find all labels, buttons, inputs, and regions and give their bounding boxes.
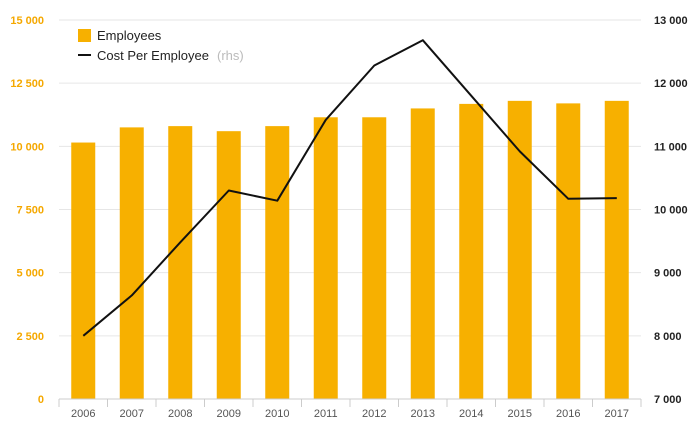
gridlines	[59, 19, 641, 337]
left-tick-label: 12 500	[10, 78, 44, 90]
x-tick-label: 2011	[314, 408, 338, 420]
legend-label-cost-name: Cost Per Employee	[97, 48, 209, 63]
left-tick-label: 2 500	[16, 331, 44, 343]
bar-2012	[362, 117, 387, 399]
legend-label-cost-suffix: (rhs)	[217, 48, 244, 63]
x-tick-label: 2017	[605, 408, 629, 420]
left-tick-label: 10 000	[10, 141, 44, 153]
x-tick-label: 2008	[168, 408, 192, 420]
bar-2014	[459, 103, 484, 400]
x-tick-label: 2016	[556, 408, 580, 420]
bar-2006	[71, 142, 96, 399]
right-tick-label: 9 000	[654, 268, 682, 280]
x-tick-label: 2015	[508, 408, 532, 420]
bar-2008	[168, 126, 193, 400]
x-tick-label: 2006	[71, 408, 95, 420]
legend-label-cost: Cost Per Employee (rhs)	[97, 47, 244, 64]
x-tick-label: 2009	[217, 408, 241, 420]
left-tick-label: 0	[38, 394, 44, 406]
x-tick-label: 2012	[362, 408, 386, 420]
legend-swatch-employees	[78, 29, 91, 42]
cost-per-employee-path	[82, 39, 617, 337]
right-tick-label: 10 000	[654, 205, 688, 217]
bar-2013	[410, 108, 435, 399]
employees-bars	[71, 100, 629, 400]
x-tick-label: 2007	[120, 408, 144, 420]
right-axis-ticks: 7 000 8 000 9 000 10 000 11 000 12 000 13 000	[654, 15, 688, 406]
legend: Employees Cost Per Employee (rhs)	[78, 28, 244, 64]
bar-2009	[216, 131, 241, 399]
bar-2011	[313, 117, 338, 399]
bar-2010	[265, 126, 290, 400]
bar-2007	[119, 127, 144, 399]
bar-2017	[604, 100, 629, 399]
left-tick-label: 5 000	[16, 268, 44, 280]
left-tick-label: 15 000	[10, 15, 44, 27]
x-tick-label: 2010	[265, 408, 289, 420]
right-tick-label: 13 000	[654, 15, 688, 27]
bar-2016	[556, 103, 581, 399]
cost-per-employee-line	[82, 39, 617, 337]
left-tick-label: 7 500	[16, 205, 44, 217]
right-tick-label: 7 000	[654, 394, 682, 406]
x-axis: 2006 2007 2008 2009 2010 2011 2012 2013 2014 2015…	[58, 398, 642, 420]
bar-2015	[507, 100, 532, 399]
x-tick-label: 2013	[411, 408, 435, 420]
right-tick-label: 12 000	[654, 78, 688, 90]
x-tick-label: 2014	[459, 408, 483, 420]
right-tick-label: 11 000	[654, 141, 687, 153]
right-tick-label: 8 000	[654, 331, 682, 343]
legend-label-employees: Employees	[97, 28, 162, 43]
left-axis-ticks: 0 2 500 5 000 7 500 10 000 12 500 15 000	[10, 15, 44, 406]
